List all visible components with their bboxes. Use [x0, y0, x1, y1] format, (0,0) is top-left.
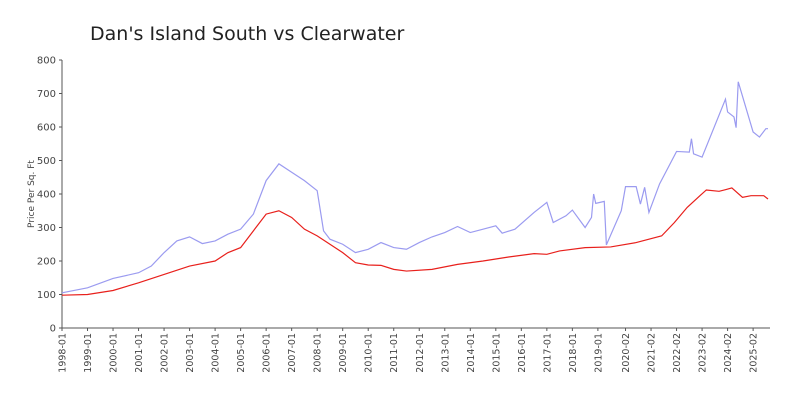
- x-tick-label: 2009-01: [338, 333, 349, 373]
- x-tick-label: 2015-01: [491, 333, 502, 373]
- chart-title: Dan's Island South vs Clearwater: [90, 23, 404, 45]
- x-tick-label: 2006-01: [262, 333, 273, 373]
- x-tick-label: 2025-02: [749, 333, 760, 373]
- x-tick-label: 2007-01: [287, 333, 298, 373]
- y-tick-label: 300: [37, 223, 56, 234]
- x-tick-label: 2023-02: [698, 333, 709, 373]
- x-tick-label: 2014-01: [466, 333, 477, 373]
- x-tick-label: 2005-01: [236, 333, 247, 373]
- x-tick-label: 2019-01: [593, 333, 604, 373]
- x-tick-label: 2016-01: [517, 333, 528, 373]
- y-tick-label: 0: [50, 324, 56, 335]
- x-tick-label: 2022-02: [672, 333, 683, 373]
- y-tick-label: 700: [37, 89, 56, 100]
- x-tick-label: 2012-01: [415, 333, 426, 373]
- series-line: [61, 187, 769, 296]
- x-tick-label: 2010-01: [364, 333, 375, 373]
- x-tick-label: 2018-01: [568, 333, 579, 373]
- x-tick-label: 2002-01: [160, 333, 171, 373]
- x-tick-label: 2020-02: [621, 333, 632, 373]
- y-tick-label: 100: [37, 290, 56, 301]
- x-tick-label: 1998-01: [58, 333, 69, 373]
- y-tick-label: 400: [37, 190, 56, 201]
- x-tick-label: 2017-01: [542, 333, 553, 373]
- x-tick-label: 2011-01: [389, 333, 400, 373]
- x-tick-label: 2008-01: [313, 333, 324, 373]
- x-tick-label: 1999-01: [83, 333, 94, 373]
- y-tick-label: 500: [37, 156, 56, 167]
- x-tick-label: 2001-01: [134, 333, 145, 373]
- x-tick-label: 2000-01: [109, 333, 120, 373]
- series-line: [61, 81, 768, 294]
- y-axis-label: Price Per Sq. Ft: [27, 160, 37, 228]
- y-tick-label: 200: [37, 257, 56, 268]
- x-tick-label: 2024-02: [723, 333, 734, 373]
- y-tick-label: 600: [37, 123, 56, 134]
- y-tick-label: 800: [37, 56, 56, 67]
- x-tick-label: 2021-02: [647, 333, 658, 373]
- x-tick-label: 2013-01: [440, 333, 451, 373]
- x-tick-label: 2003-01: [185, 333, 196, 373]
- x-tick-label: 2004-01: [211, 333, 222, 373]
